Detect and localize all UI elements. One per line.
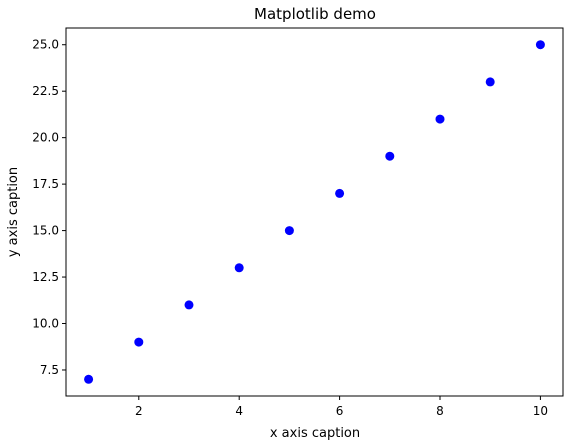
y-tick-label: 20.0	[32, 131, 59, 145]
y-tick-label: 15.0	[32, 224, 59, 238]
y-tick-label: 12.5	[32, 270, 59, 284]
plot-frame	[65, 27, 564, 397]
y-tick-label: 10.0	[32, 317, 59, 331]
data-point	[284, 226, 294, 236]
data-point	[485, 77, 495, 87]
y-axis-ticks: 7.5 10.0 12.5 15.0 17.5 20.0 22.5 25.0	[32, 38, 66, 377]
data-point	[535, 40, 545, 50]
data-point	[385, 151, 395, 161]
data-point	[335, 188, 345, 198]
data-point	[134, 337, 144, 347]
data-point	[435, 114, 445, 124]
y-tick-label: 25.0	[32, 38, 59, 52]
x-tick-label: 8	[436, 404, 444, 418]
y-tick-label: 22.5	[32, 84, 59, 98]
x-tick-label: 6	[336, 404, 344, 418]
y-tick-label: 7.5	[40, 363, 59, 377]
data-points	[84, 40, 545, 384]
y-axis-label: y axis caption	[6, 167, 21, 257]
chart-title: Matplotlib demo	[254, 5, 376, 23]
y-tick-label: 17.5	[32, 177, 59, 191]
x-tick-label: 4	[235, 404, 243, 418]
data-point	[84, 374, 94, 384]
x-tick-label: 2	[135, 404, 143, 418]
x-tick-label: 10	[533, 404, 548, 418]
x-axis-ticks: 2 4 6 8 10	[135, 396, 548, 418]
x-axis-label: x axis caption	[270, 426, 360, 441]
data-point	[184, 300, 194, 310]
data-point	[234, 263, 244, 273]
